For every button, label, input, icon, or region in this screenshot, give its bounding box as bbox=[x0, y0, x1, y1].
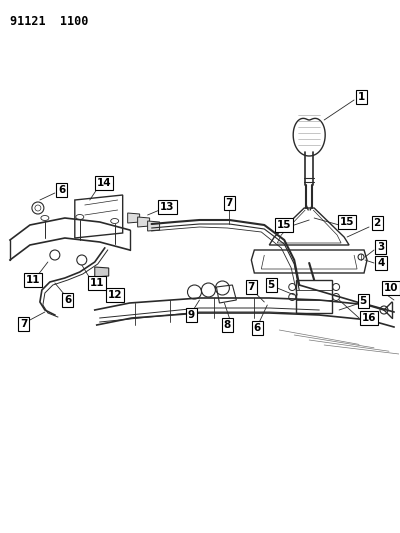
Text: 11: 11 bbox=[90, 278, 104, 288]
Text: 3: 3 bbox=[377, 242, 385, 252]
Text: 7: 7 bbox=[226, 198, 233, 208]
Text: 10: 10 bbox=[384, 283, 398, 293]
Text: 9: 9 bbox=[188, 310, 195, 320]
Text: 6: 6 bbox=[58, 185, 66, 195]
Text: 91121  1100: 91121 1100 bbox=[10, 15, 88, 28]
Polygon shape bbox=[148, 221, 160, 231]
Text: 15: 15 bbox=[277, 220, 292, 230]
Text: 8: 8 bbox=[224, 320, 231, 330]
Polygon shape bbox=[138, 217, 150, 227]
Text: 11: 11 bbox=[26, 275, 40, 285]
Text: 13: 13 bbox=[160, 202, 175, 212]
Text: 5: 5 bbox=[360, 296, 367, 306]
Text: 15: 15 bbox=[340, 217, 354, 227]
Polygon shape bbox=[95, 267, 109, 277]
Text: 6: 6 bbox=[254, 323, 261, 333]
Text: 1: 1 bbox=[358, 92, 365, 102]
Text: 2: 2 bbox=[373, 218, 381, 228]
Text: 7: 7 bbox=[20, 319, 28, 329]
Text: 4: 4 bbox=[377, 258, 385, 268]
Text: 16: 16 bbox=[362, 313, 376, 323]
Text: 14: 14 bbox=[96, 178, 111, 188]
Polygon shape bbox=[128, 213, 140, 223]
Text: 5: 5 bbox=[268, 280, 275, 290]
Text: 6: 6 bbox=[64, 295, 72, 305]
Text: 7: 7 bbox=[248, 282, 255, 292]
Text: 12: 12 bbox=[108, 290, 122, 300]
